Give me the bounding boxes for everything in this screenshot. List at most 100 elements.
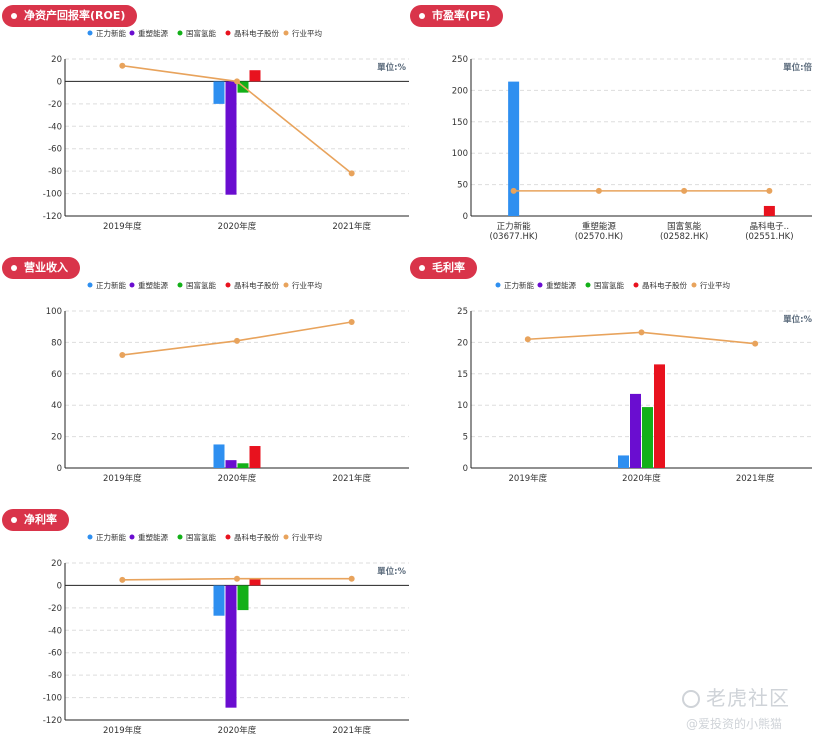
legend-marker	[283, 30, 289, 36]
y-tick-label: 20	[51, 55, 62, 65]
roe-panel: 净资产回报率(ROE) 正力新能 重塑能源 国富氢能 晶科电子股份 行业平均 單位:% 20…	[2, 5, 412, 245]
x-tick-label: 2020年度	[218, 221, 257, 232]
y-tick-label: 100	[46, 307, 62, 317]
legend-label: 正力新能	[96, 28, 126, 38]
industry-average-point	[510, 187, 517, 194]
revenue-chart: 正力新能 重塑能源 国富氢能 晶科电子股份 行业平均 100 80 60 40 20 0 2019年度…	[46, 280, 409, 484]
revenue-panel: 营业收入 正力新能 重塑能源 国富氢能 晶科电子股份 行业平均 100 80 60 40 20 0 2…	[2, 257, 412, 489]
y-tick-label: -80	[48, 167, 62, 177]
x-tick-label-code: (02582.HK)	[660, 232, 708, 242]
y-tick-label: 20	[457, 338, 468, 348]
legend-marker	[177, 534, 183, 540]
y-tick-label: 50	[457, 181, 468, 191]
x-tick-label: 2020年度	[218, 725, 257, 736]
y-tick-label: -80	[48, 671, 62, 681]
x-tick-label: 2021年度	[332, 473, 371, 484]
legend-marker	[225, 282, 231, 288]
bar	[213, 81, 225, 104]
bar	[249, 70, 261, 82]
legend-marker	[283, 282, 289, 288]
y-tick-label: 250	[452, 55, 468, 65]
legend-marker	[129, 534, 135, 540]
y-tick-label: -20	[48, 604, 62, 614]
bar	[225, 585, 237, 708]
legend-marker	[177, 30, 183, 36]
legend-label: 晶科电子股份	[642, 280, 687, 290]
legend-label: 国富氢能	[186, 28, 216, 38]
legend-label: 晶科电子股份	[234, 532, 279, 542]
x-tick-label: 2021年度	[332, 725, 371, 736]
bar	[225, 460, 237, 468]
y-tick-label: 40	[51, 401, 62, 411]
y-tick-label: 20	[51, 559, 62, 569]
y-tick-label: -60	[48, 649, 62, 659]
legend-marker	[495, 282, 501, 288]
y-tick-label: 10	[457, 401, 468, 411]
x-tick-label: 2020年度	[622, 473, 661, 484]
y-tick-label: 25	[457, 307, 468, 317]
x-tick-label: 重塑能源	[582, 221, 617, 232]
y-tick-label: -100	[43, 694, 62, 704]
industry-average-point	[752, 340, 759, 347]
y-tick-label: 0	[57, 464, 62, 474]
y-tick-label: 0	[463, 212, 468, 222]
y-tick-label: -60	[48, 145, 62, 155]
y-tick-label: 150	[452, 118, 468, 128]
legend-marker	[225, 534, 231, 540]
unit-label: 單位:%	[377, 62, 406, 73]
y-tick-label: 80	[51, 338, 62, 348]
industry-average-point	[348, 575, 355, 582]
y-tick-label: 0	[57, 581, 62, 591]
legend-label: 正力新能	[504, 280, 534, 290]
bar	[237, 463, 249, 468]
legend-marker	[691, 282, 697, 288]
x-tick-label: 2021年度	[332, 221, 371, 232]
legend-label: 国富氢能	[186, 280, 216, 290]
x-tick-label: 晶科电子..	[750, 221, 789, 232]
x-tick-label: 2019年度	[103, 725, 142, 736]
roe-title-pill: 净资产回报率(ROE)	[2, 5, 138, 27]
revenue-title-pill: 营业收入	[2, 257, 80, 279]
industry-average-point	[234, 78, 240, 85]
legend-marker	[87, 534, 93, 540]
legend-marker	[283, 534, 289, 540]
legend-marker	[129, 282, 135, 288]
unit-label: 單位:倍	[783, 62, 812, 73]
x-tick-label-code: (02551.HK)	[745, 232, 793, 242]
watermark-logo: 老虎社区	[682, 682, 790, 711]
unit-label: 單位:%	[783, 314, 812, 325]
legend-label: 晶科电子股份	[234, 280, 279, 290]
bar	[654, 364, 665, 468]
bar	[213, 585, 225, 616]
industry-average-point	[348, 170, 355, 177]
industry-average-point	[638, 329, 645, 336]
x-tick-label-code: (02570.HK)	[575, 232, 623, 242]
legend-marker	[537, 282, 543, 288]
legend-marker	[177, 282, 183, 288]
y-tick-label: 60	[51, 370, 62, 380]
legend-marker	[585, 282, 591, 288]
legend-label: 正力新能	[96, 532, 126, 542]
pe-panel: 市盈率(PE) 單位:倍 250 200 150 100 50 0 正力新能 (03677.HK…	[410, 5, 814, 245]
y-tick-label: 0	[463, 464, 468, 474]
bar	[618, 455, 629, 468]
bar	[642, 407, 653, 468]
gross-margin-panel: 毛利率 正力新能 重塑能源 国富氢能 晶科电子股份 行业平均 單位:% 25 20 15 10 5 0…	[410, 257, 814, 489]
x-tick-label: 2020年度	[218, 473, 257, 484]
y-tick-label: -40	[48, 122, 62, 132]
industry-average-point	[766, 187, 773, 194]
industry-average-point	[348, 318, 355, 325]
watermark: 老虎社区 @爱投资的小熊猫	[682, 682, 790, 732]
x-tick-label: 2019年度	[103, 473, 142, 484]
legend-label: 国富氢能	[186, 532, 216, 542]
bar	[508, 81, 520, 216]
legend-marker	[87, 30, 93, 36]
legend-marker	[633, 282, 639, 288]
industry-average-point	[119, 576, 126, 583]
gross-margin-title-pill: 毛利率	[410, 257, 477, 279]
pe-chart: 單位:倍250200150100500正力新能(03677.HK)重塑能源(02…	[452, 55, 813, 242]
y-tick-label: -120	[43, 212, 62, 222]
bar	[763, 205, 775, 216]
